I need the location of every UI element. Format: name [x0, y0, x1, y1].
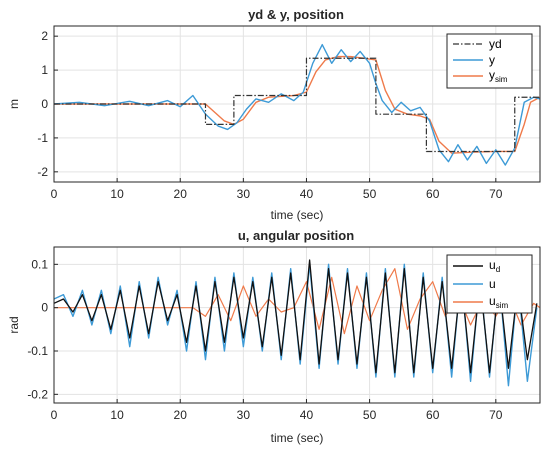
- bottom-xtick-label: 10: [110, 408, 124, 422]
- bottom-y-axis-label: rad: [7, 316, 21, 333]
- bottom-xtick-label: 0: [51, 408, 58, 422]
- bottom-grid: [53, 247, 540, 403]
- bottom-xtick-label: 20: [174, 408, 188, 422]
- bottom-ytick-label: 0.1: [31, 257, 48, 271]
- bottom-series-ud-line: [53, 259, 538, 374]
- bottom-chart-title: u, angular position: [238, 228, 354, 243]
- top-legend: yd y ysim: [446, 33, 533, 89]
- top-xtick-label: 70: [489, 187, 503, 201]
- top-y-axis-label: m: [7, 99, 21, 109]
- bottom-legend-label-ud: ud: [489, 258, 500, 274]
- bottom-legend-label-u: u: [489, 277, 496, 291]
- bottom-ytick-label: -0.2: [27, 387, 48, 401]
- top-yticks: 2 1 0 -1 -2: [37, 29, 58, 179]
- bottom-xtick-label: 40: [300, 408, 314, 422]
- bottom-ytick-label: 0: [41, 301, 48, 315]
- top-legend-label-y: y: [489, 53, 495, 67]
- top-xtick-label: 20: [174, 187, 188, 201]
- top-lines: [53, 43, 541, 166]
- top-xticks: 0 10 20 30 40 50 60 70: [51, 178, 503, 201]
- bottom-xticks: 0 10 20 30 40 50 60 70: [51, 399, 503, 422]
- top-ytick-label: -1: [37, 131, 48, 145]
- bottom-yticks: 0.1 0 -0.1 -0.2: [27, 257, 58, 401]
- top-series-yd-line: [54, 57, 540, 153]
- bottom-xtick-label: 60: [426, 408, 440, 422]
- bottom-legend: ud u usim: [446, 254, 533, 314]
- bottom-x-axis-label: time (sec): [271, 431, 324, 445]
- top-xtick-label: 0: [51, 187, 58, 201]
- top-chart-title: yd & y, position: [248, 7, 344, 22]
- bottom-xtick-label: 70: [489, 408, 503, 422]
- top-xtick-label: 10: [110, 187, 124, 201]
- top-xtick-label: 50: [363, 187, 377, 201]
- top-chart: yd & y, position 0 10 20 30 40 50 60 70 210-1-2…: [7, 7, 541, 222]
- top-xtick-label: 40: [300, 187, 314, 201]
- top-xtick-label: 30: [237, 187, 251, 201]
- top-ytick-label: 1: [41, 63, 48, 77]
- top-ytick-label: 0: [41, 97, 48, 111]
- bottom-chart: u, angular position 0 10 20 30 40 50 60 70 0.10…: [7, 228, 541, 445]
- bottom-legend-label-usim: usim: [489, 294, 508, 310]
- top-ytick-label: 2: [41, 29, 48, 43]
- top-legend-label-yd: yd: [489, 37, 502, 51]
- bottom-axes-box: [53, 246, 541, 404]
- bottom-ytick-label: -0.1: [27, 344, 48, 358]
- bottom-xtick-label: 50: [363, 408, 377, 422]
- top-xtick-label: 60: [426, 187, 440, 201]
- bottom-xtick-label: 30: [237, 408, 251, 422]
- top-series-ysim-line: [54, 55, 541, 154]
- top-x-axis-label: time (sec): [271, 208, 324, 222]
- top-ytick-label: -2: [37, 165, 48, 179]
- top-legend-box: [446, 33, 533, 89]
- top-legend-label-ysim: ysim: [489, 68, 508, 84]
- top-series-y-line: [53, 43, 541, 166]
